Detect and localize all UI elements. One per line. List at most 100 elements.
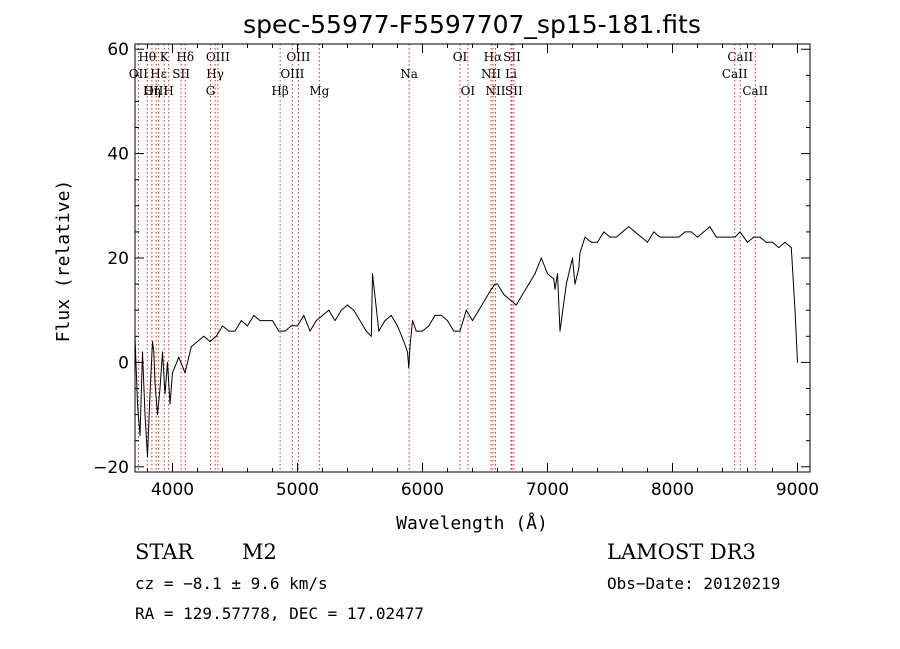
spectrum-point xyxy=(634,231,636,233)
line-marker-label-24: SII xyxy=(505,84,523,98)
spectrum-point xyxy=(297,325,298,327)
y-tick-label: 0 xyxy=(118,353,129,373)
spectrum-point xyxy=(403,341,405,343)
line-marker-label-3: K xyxy=(160,50,170,64)
line-marker-label-16: Na xyxy=(400,67,418,81)
spectrum-point xyxy=(407,351,408,353)
spectrum-point xyxy=(384,320,386,322)
x-axis-label: Wavelength (Å) xyxy=(396,512,548,534)
spectrum-point xyxy=(153,351,155,353)
spectrum-point xyxy=(209,341,211,343)
spectrum-point xyxy=(265,320,267,322)
spectrum-point xyxy=(315,320,317,322)
spectrum-point xyxy=(184,372,186,374)
spectrum-point xyxy=(365,330,367,332)
spectrum-point xyxy=(622,231,623,233)
line-marker-label-19: Hα xyxy=(484,50,503,64)
spectrum-point xyxy=(164,393,166,395)
survey-name: LAMOST DR3 xyxy=(607,540,756,564)
spectrum-point xyxy=(178,356,180,358)
spectrum-point xyxy=(390,314,392,316)
spectrum-point xyxy=(572,257,573,259)
spectrum-point xyxy=(728,236,730,238)
spectrum-point xyxy=(509,299,511,301)
spectrum-point xyxy=(753,236,755,238)
spectrum-point xyxy=(459,330,461,332)
spectrum-point xyxy=(322,314,323,316)
spectrum-point xyxy=(370,335,372,337)
spectrum-point xyxy=(584,236,586,238)
spectrum-point xyxy=(159,387,161,389)
spectrum-point xyxy=(628,226,630,228)
spectrum-point xyxy=(152,341,153,343)
redshift-cz: cz = −8.1 ± 9.6 km/s xyxy=(135,574,328,593)
spectrum-point xyxy=(172,372,173,374)
spectrum-point xyxy=(797,361,798,363)
obs-date: Obs−Date: 20120219 xyxy=(607,574,781,593)
spectrum-point xyxy=(697,236,698,238)
line-marker-label-14: OIII xyxy=(280,67,304,81)
spectrum-point xyxy=(678,236,680,238)
spectrum-point xyxy=(794,309,796,311)
spectrum-point xyxy=(347,304,348,306)
ra-dec: RA = 129.57778, DEC = 17.02477 xyxy=(135,604,424,623)
spectrum-point xyxy=(534,273,536,275)
spectrum-point xyxy=(240,320,242,322)
spectrum-point xyxy=(215,335,217,337)
spectrum-point xyxy=(672,236,673,238)
spectrum-point xyxy=(149,393,151,395)
line-marker-label-7: H xyxy=(163,84,173,98)
plot-frame xyxy=(134,43,811,473)
spectrum-point xyxy=(734,236,736,238)
spectrum-point xyxy=(137,403,138,405)
spectrum-point xyxy=(272,320,273,322)
spectrum-point xyxy=(540,257,542,259)
spectrum-point xyxy=(590,241,592,243)
line-marker-label-23: Li xyxy=(505,67,517,81)
line-marker-label-26: CaII xyxy=(722,67,748,81)
spectrum-point xyxy=(778,247,780,249)
spectrum-point xyxy=(334,320,336,322)
line-marker-label-5: Hη xyxy=(143,84,161,98)
spectrum-point xyxy=(397,325,398,327)
spectrum-point xyxy=(722,236,723,238)
spectrum-point xyxy=(309,330,311,332)
x-tick-label: 4000 xyxy=(151,480,194,500)
spectrum-point xyxy=(378,330,380,332)
spectrum-point xyxy=(147,455,148,457)
spectrum-point xyxy=(554,288,556,290)
spectrum-point xyxy=(157,414,158,416)
spectrum-point xyxy=(684,231,686,233)
y-axis-label: Flux (relative) xyxy=(53,180,74,343)
spectrum-point xyxy=(765,241,767,243)
spectrum-point xyxy=(653,231,655,233)
spectrum-point xyxy=(253,314,255,316)
line-marker-label-6: SII xyxy=(172,67,190,81)
line-marker-label-20: NII xyxy=(481,67,501,81)
chart-title: spec-55977-F5597707_sp15-181.fits xyxy=(243,10,701,39)
spectrum-point xyxy=(528,283,530,285)
spectrum-point xyxy=(574,283,576,285)
spectrum-point xyxy=(190,346,192,348)
line-marker-label-27: CaII xyxy=(742,84,768,98)
spectrum-point xyxy=(259,320,261,322)
line-marker-label-8: Hδ xyxy=(176,50,194,64)
spectrum-point xyxy=(784,241,786,243)
spectrum-point xyxy=(440,314,442,316)
line-marker-layer: Hθ OII OIII K Hε Hη SII H Hδ OIII Hγ G Hβ OIII OIII Mg N… xyxy=(129,44,768,472)
spectrum-point xyxy=(603,231,605,233)
spectrum-point xyxy=(234,330,236,332)
y-tick-label: 60 xyxy=(107,40,129,60)
spectrum-point xyxy=(709,226,711,228)
spectrum-point xyxy=(547,273,548,275)
object-subclass: M2 xyxy=(242,540,277,564)
spectrum-point xyxy=(579,252,581,254)
spectrum-point xyxy=(484,299,486,301)
spectrum-point xyxy=(284,330,286,332)
spectrum-point xyxy=(409,346,411,348)
spectrum-point xyxy=(790,247,792,249)
spectrum-point xyxy=(278,330,280,332)
line-marker-label-22: SII xyxy=(503,50,521,64)
spectrum-point xyxy=(772,241,773,243)
spectrum-point xyxy=(515,304,517,306)
